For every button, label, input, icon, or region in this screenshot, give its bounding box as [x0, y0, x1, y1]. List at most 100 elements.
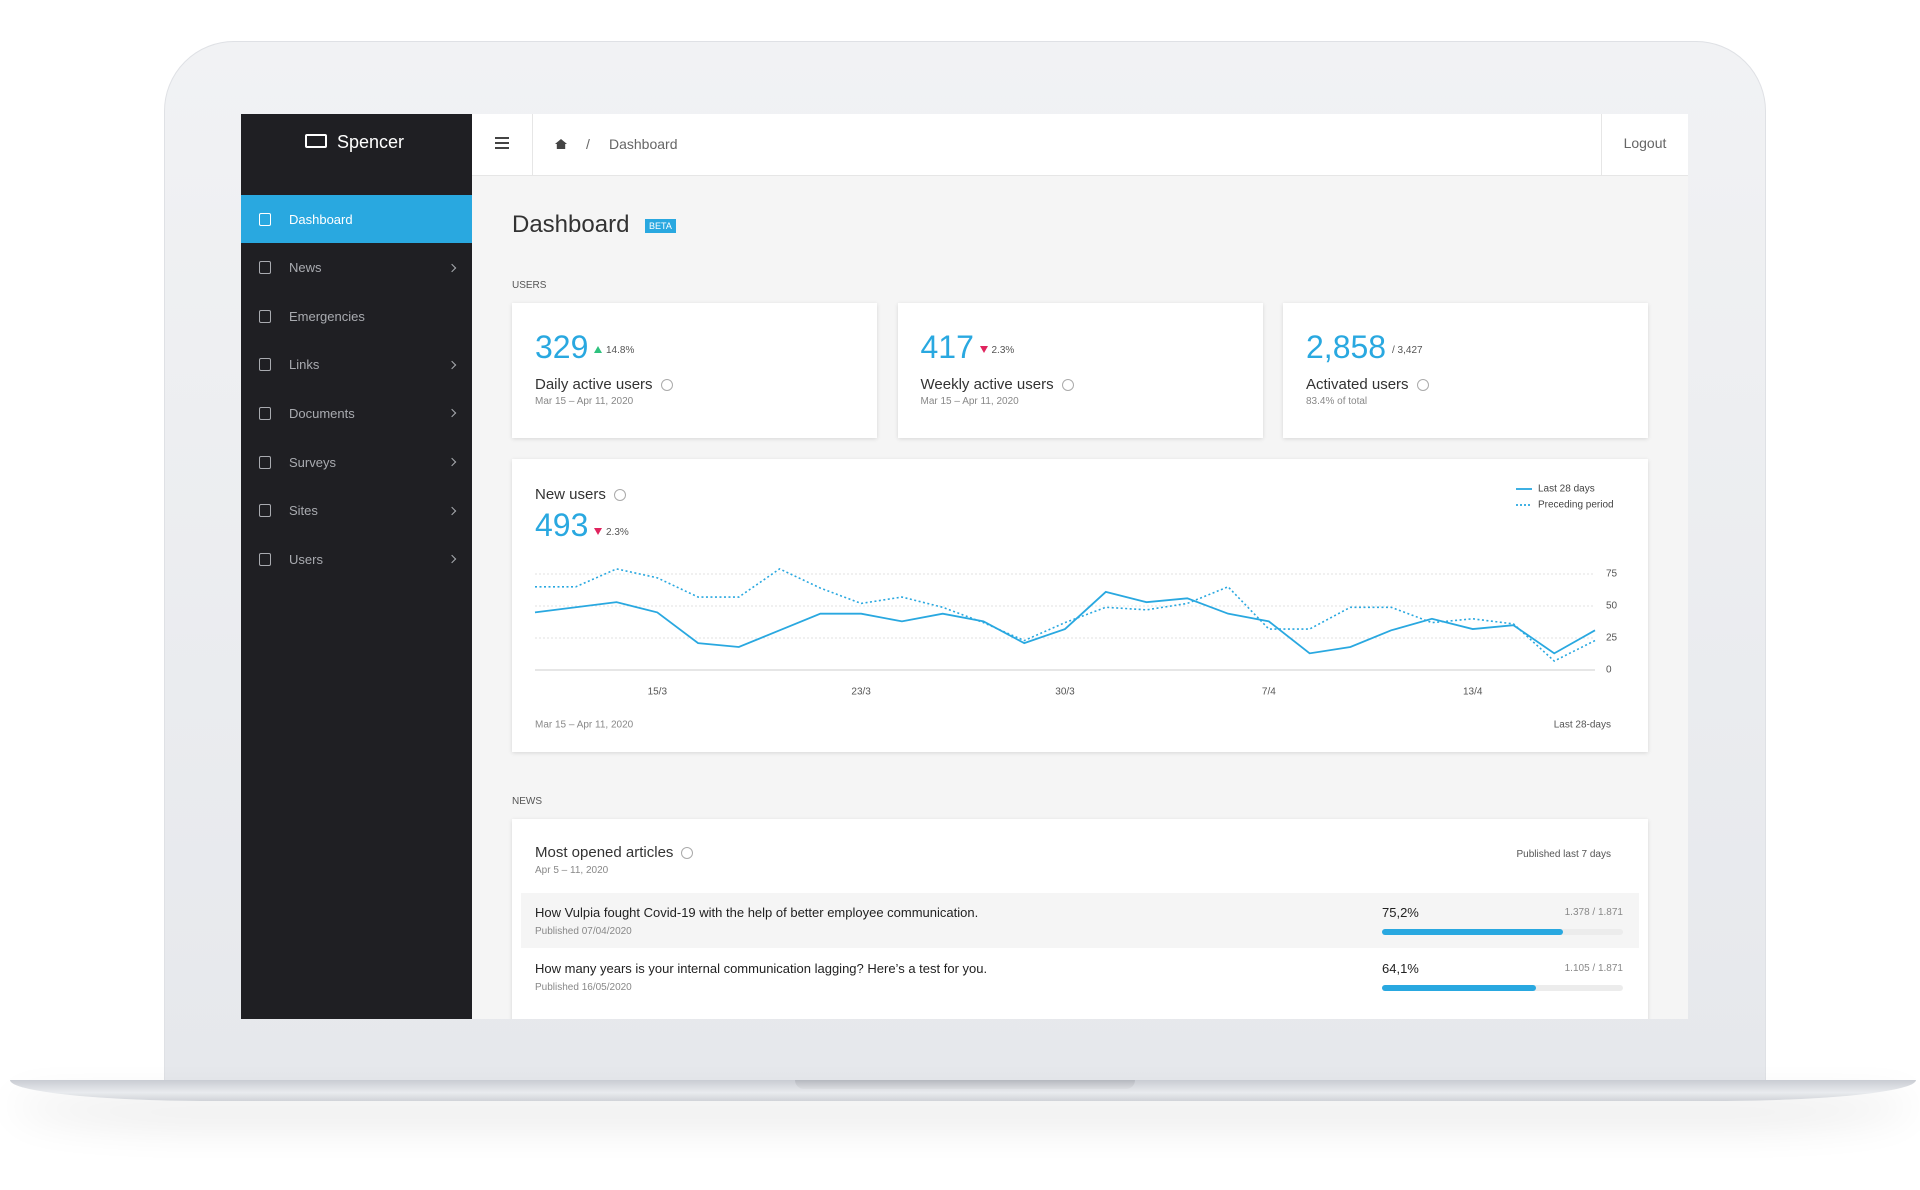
chevron — [447, 457, 457, 467]
stat-period: Mar 15 – Apr 11, 2020 — [535, 396, 634, 407]
chevron — [447, 409, 457, 418]
stat-change: 2.3% — [991, 345, 1015, 356]
badge: BETA — [645, 219, 676, 233]
article-title: How Vulpia fought Covid-19 with the help… — [535, 905, 979, 920]
article-percent: 75,2% — [1382, 905, 1419, 920]
menu-item[interactable]: Users — [241, 535, 472, 583]
info-icon — [681, 847, 694, 860]
stat-total: / 3,427 — [1392, 345, 1423, 356]
chart-change: 2.3% — [594, 527, 629, 538]
chevron — [447, 554, 457, 564]
stat-change: 14.8% — [606, 345, 635, 356]
x-tick-label: 30/3 — [1055, 687, 1075, 698]
menu-item[interactable]: Emergencies — [241, 292, 472, 340]
menu-item[interactable]: News — [241, 244, 472, 292]
article-title: How many years is your internal communic… — [535, 961, 988, 976]
stat-value: 417 — [920, 329, 974, 365]
menu-label: Surveys — [289, 454, 336, 470]
stat-label-row: Daily active users — [535, 376, 673, 393]
articles-title-row: Most opened articles — [535, 844, 694, 861]
articles-period: Apr 5 – 11, 2020 — [535, 865, 609, 876]
legend-label: Last 28 days — [1538, 484, 1595, 495]
menu-item[interactable]: Sites — [241, 487, 472, 535]
menu-icon — [259, 406, 271, 420]
chart-title: New users — [535, 486, 606, 503]
y-tick-label: 50 — [1606, 601, 1618, 612]
menu-label: Sites — [289, 503, 318, 519]
menu-item[interactable]: Dashboard — [241, 195, 472, 243]
stat-card: 2,858 / 3,427 Activated users 83.4% of tota… — [1283, 303, 1648, 438]
info-icon — [613, 489, 626, 502]
breadcrumb-separator: / — [586, 136, 590, 152]
stat-label: Daily active users — [535, 376, 653, 393]
chevron — [447, 263, 457, 272]
chart-title-row: New users — [535, 486, 626, 503]
trend-icon — [594, 346, 602, 353]
stat-extra: / 3,427 — [1392, 345, 1423, 356]
x-tick-label: 13/4 — [1463, 687, 1483, 698]
menu-label: Emergencies — [289, 308, 365, 324]
menu-item[interactable]: Surveys — [241, 438, 472, 486]
menu-label: Documents — [289, 405, 355, 421]
page-title: Dashboard — [512, 211, 630, 238]
progress-bar — [1382, 929, 1564, 935]
divider — [532, 114, 533, 175]
article-row[interactable]: How Vulpia fought Covid-19 with the help… — [521, 893, 1639, 948]
change-value: 2.3% — [606, 527, 629, 538]
article-percent: 64,1% — [1382, 961, 1419, 976]
info-icon — [1061, 379, 1074, 392]
series-line — [535, 567, 1596, 663]
stat-value: 329 — [535, 329, 589, 365]
screen: Spencer Dashboard News Emergencies Links Doc… — [241, 114, 1688, 1019]
stat-extra: 2.3% — [979, 345, 1015, 356]
article-ratio: 1.105 / 1.871 — [1564, 963, 1623, 974]
menu-label: News — [289, 260, 322, 276]
menu-label: Links — [289, 357, 320, 373]
chevron — [447, 360, 457, 370]
menu-icon — [259, 455, 271, 469]
x-tick-label: 23/3 — [851, 687, 871, 698]
progress-track — [1382, 929, 1623, 935]
stat-value: 2,858 — [1306, 329, 1387, 365]
sidebar: Spencer Dashboard News Emergencies Links Doc… — [241, 114, 472, 1019]
chart-value: 493 — [535, 507, 589, 543]
stat-label-row: Activated users — [1306, 376, 1429, 393]
stat-label: Activated users — [1306, 376, 1409, 393]
section-label: USERS — [512, 280, 547, 291]
info-icon — [1416, 379, 1429, 392]
article-row[interactable]: How many years is your internal communic… — [521, 949, 1639, 1004]
stat-card: 329 14.8% Daily active users Mar 15 – Apr 1… — [512, 303, 877, 438]
brand-name: Spencer — [337, 132, 405, 152]
info-icon — [660, 379, 673, 392]
laptop-base — [10, 1080, 1916, 1101]
progress-bar — [1382, 985, 1537, 991]
articles-filter: Published last 7 days — [1516, 849, 1611, 860]
trend-icon — [594, 528, 602, 535]
menu-label: Users — [289, 551, 323, 567]
y-tick-label: 0 — [1606, 665, 1612, 676]
logout[interactable]: Logout — [1623, 135, 1667, 151]
divider — [1601, 114, 1602, 175]
section-label: NEWS — [512, 796, 542, 807]
menu-icon — [259, 261, 271, 275]
stat-label: Weekly active users — [920, 376, 1054, 393]
menu-item[interactable]: Links — [241, 341, 472, 389]
article-date: Published 07/04/2020 — [535, 926, 632, 937]
line-chart: 0 25 50 75 15/3 23/3 30/3 7/4 13/4 Last 28 days Pr… — [534, 484, 1618, 731]
progress-track — [1382, 985, 1623, 991]
stat-period: 83.4% of total — [1306, 396, 1368, 407]
menu-icon — [259, 552, 271, 566]
articles-card: Most opened articles Apr 5 – 11, 2020 Publ… — [512, 819, 1648, 1019]
topbar: / Dashboard Logout — [472, 114, 1688, 176]
menu-icon — [259, 309, 271, 323]
breadcrumb[interactable]: Dashboard — [609, 136, 678, 152]
chart-card: New users 493 2.3% 0 25 50 75 15/3 23/3 30/3 7/4 13… — [512, 459, 1648, 752]
menu-item[interactable]: Documents — [241, 389, 472, 437]
laptop-notch — [795, 1080, 1135, 1089]
menu-icon — [259, 212, 271, 226]
home-icon[interactable] — [555, 139, 567, 149]
menu-toggle[interactable] — [495, 137, 509, 139]
x-tick-label: 15/3 — [648, 687, 668, 698]
stat-extra: 14.8% — [594, 345, 634, 356]
